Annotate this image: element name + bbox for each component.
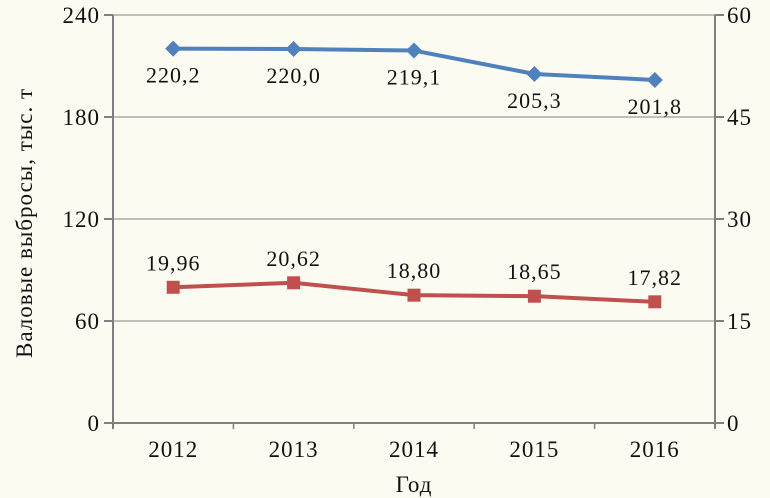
data-point-label: 205,3 <box>507 88 562 113</box>
data-point-label: 219,1 <box>387 65 442 90</box>
y-axis-left-tick-label: 120 <box>63 207 101 232</box>
y-axis-title: Валовые выбросы, тыс. т <box>12 88 37 359</box>
y-axis-left-tick-label: 180 <box>63 105 101 130</box>
data-point-label: 201,8 <box>628 94 683 119</box>
y-axis-right-tick-label: 15 <box>727 309 752 334</box>
x-axis-title: Год <box>395 472 433 497</box>
data-point-marker <box>527 289 541 303</box>
data-point-label: 220,0 <box>266 63 321 88</box>
data-point-marker <box>406 42 422 59</box>
data-point-marker <box>285 41 302 57</box>
y-axis-right-tick-label: 30 <box>727 207 752 232</box>
data-point-label: 18,80 <box>387 258 442 283</box>
x-axis-tick-label: 2014 <box>389 437 439 462</box>
x-axis-tick-label: 2013 <box>269 437 319 462</box>
y-axis-left-tick-label: 240 <box>63 3 101 28</box>
data-point-marker <box>287 276 301 290</box>
data-point-label: 20,62 <box>266 246 321 271</box>
y-axis-right-tick-label: 0 <box>727 411 740 436</box>
y-axis-left-tick-label: 0 <box>88 411 101 436</box>
y-axis-right-tick-label: 60 <box>727 3 752 28</box>
data-point-marker <box>165 40 182 57</box>
x-axis-tick-label: 2016 <box>630 437 680 462</box>
data-point-marker <box>526 65 543 82</box>
data-point-label: 17,82 <box>628 265 683 290</box>
x-axis-tick-label: 2012 <box>148 437 198 462</box>
data-point-marker <box>646 71 663 88</box>
y-axis-left-tick-label: 60 <box>75 309 100 334</box>
data-point-label: 18,65 <box>507 259 562 284</box>
data-point-marker <box>407 288 421 302</box>
data-point-label: 220,2 <box>146 63 201 88</box>
x-axis-tick-label: 2015 <box>509 437 559 462</box>
data-point-label: 19,96 <box>146 250 201 275</box>
y-axis-right-tick-label: 45 <box>727 105 752 130</box>
data-point-marker <box>166 280 180 294</box>
data-point-marker <box>648 295 662 309</box>
